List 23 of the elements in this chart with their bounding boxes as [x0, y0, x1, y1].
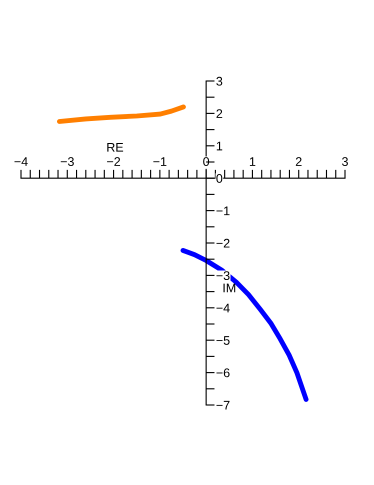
y-tick-label: −3 [216, 271, 230, 280]
y-tick-label: 3 [216, 76, 222, 86]
y-axis-title: IM [224, 284, 236, 292]
x-tick-label: −2 [107, 157, 120, 166]
line-series [180, 248, 309, 402]
x-tick-label: 3 [342, 157, 348, 166]
y-tick-label: −4 [216, 304, 230, 312]
line-series [56, 104, 186, 124]
x-tick-label: −1 [153, 157, 166, 166]
y-tick-label: 2 [216, 109, 222, 118]
x-tick-label: 1 [250, 157, 256, 166]
x-axis-title: RE [107, 143, 124, 152]
y-tick-label: 0 [216, 174, 222, 183]
y-tick-label: −2 [216, 238, 230, 248]
y-tick-label: −7 [216, 400, 230, 410]
y-tick-label: −5 [216, 336, 230, 345]
x-tick-label: −3 [60, 157, 74, 166]
x-tick-label: 2 [296, 157, 302, 166]
x-tick-label: −4 [14, 157, 28, 166]
y-tick-label: −1 [216, 206, 230, 216]
y-tick-label: −6 [216, 368, 230, 378]
y-tick-label: 1 [216, 142, 222, 150]
x-tick-label: 0 [203, 157, 210, 166]
